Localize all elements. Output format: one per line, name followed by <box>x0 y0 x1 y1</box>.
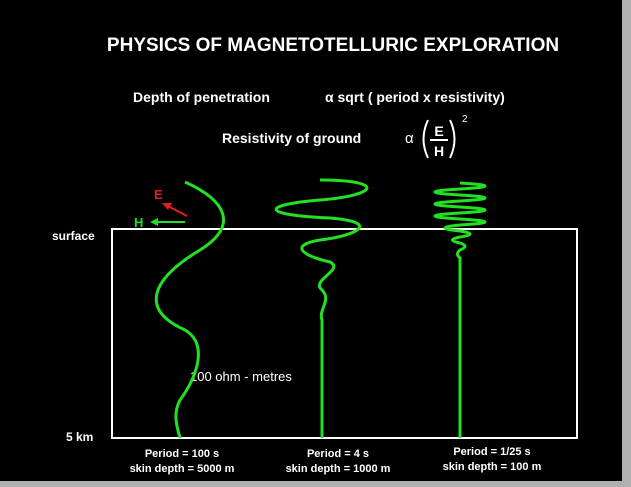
exponent: 2 <box>462 114 468 125</box>
formula-symbol: α <box>405 130 414 147</box>
depth-label: 5 km <box>66 430 93 444</box>
wave-period: Period = 100 s <box>145 448 219 460</box>
wave-period: Period = 4 s <box>307 448 369 460</box>
title: PHYSICS OF MAGNETOTELLURIC EXPLORATION <box>107 35 559 56</box>
formula: α sqrt ( period x resistivity) <box>325 89 505 105</box>
ground-box <box>111 228 578 439</box>
field-label: H <box>134 215 143 230</box>
formula-label: Depth of penetration <box>133 89 270 105</box>
depth-label: surface <box>52 229 95 243</box>
window-edge <box>622 0 631 487</box>
wave <box>154 180 225 439</box>
denominator: H <box>434 143 444 159</box>
window-edge <box>0 481 631 487</box>
wave-skin-depth: skin depth = 1000 m <box>286 463 391 475</box>
h-arrowhead <box>150 218 158 226</box>
numerator: E <box>434 123 443 139</box>
medium-label: 100 ohm - metres <box>190 369 292 384</box>
paren <box>422 119 429 159</box>
wave-skin-depth: skin depth = 100 m <box>443 461 542 473</box>
field-label: E <box>154 187 163 202</box>
wave <box>433 181 487 438</box>
e-arrowhead <box>162 203 172 210</box>
wave <box>274 178 369 438</box>
wave-period: Period = 1/25 s <box>453 446 530 458</box>
paren <box>449 119 456 159</box>
formula-label: Resistivity of ground <box>222 130 361 146</box>
wave-skin-depth: skin depth = 5000 m <box>130 463 235 475</box>
